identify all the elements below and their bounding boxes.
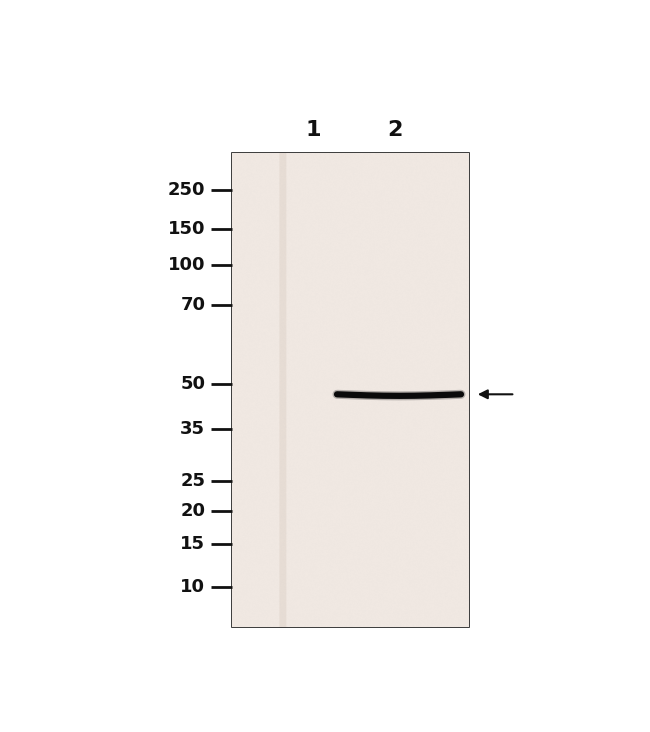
Text: 2: 2 (387, 120, 403, 141)
Text: 20: 20 (180, 502, 205, 520)
Text: 50: 50 (180, 376, 205, 393)
Text: 35: 35 (180, 420, 205, 438)
Text: 10: 10 (180, 578, 205, 596)
Text: 250: 250 (168, 182, 205, 199)
Bar (233, 153, 469, 627)
Text: 15: 15 (180, 534, 205, 553)
Text: 70: 70 (180, 296, 205, 314)
Text: 1: 1 (306, 120, 322, 141)
Text: 150: 150 (168, 220, 205, 238)
Text: 25: 25 (180, 471, 205, 490)
Text: 100: 100 (168, 256, 205, 274)
